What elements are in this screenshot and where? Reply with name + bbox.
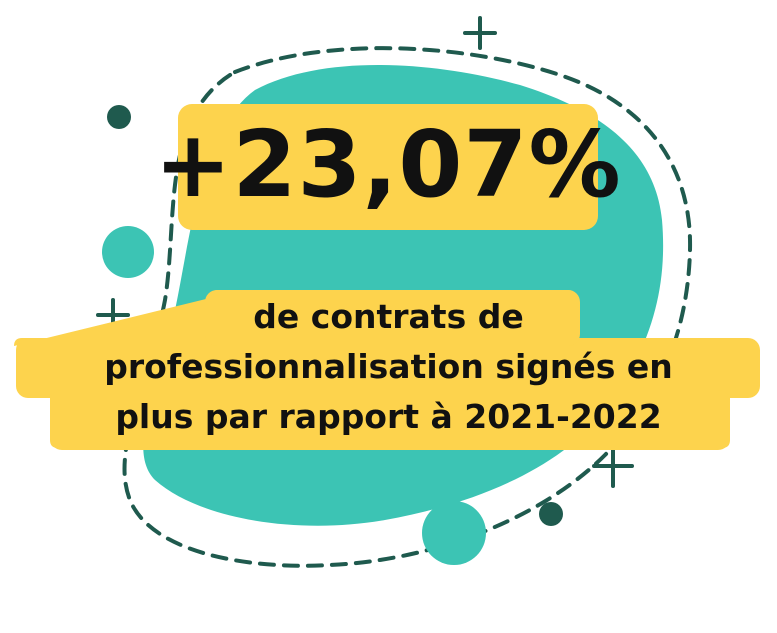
dot-teal-left xyxy=(102,226,154,278)
plus-icon-top xyxy=(463,16,497,50)
plus-icon-bottom-right xyxy=(592,446,634,488)
statistic-value: +23,07% xyxy=(154,111,622,218)
dot-dark-top-left xyxy=(107,105,131,129)
dot-dark-bottom-right xyxy=(539,502,563,526)
dot-teal-bottom xyxy=(422,501,486,565)
caption-highlight-line1 xyxy=(205,290,580,346)
caption-highlight-line3 xyxy=(50,390,730,450)
caption-line-3: plus par rapport à 2021-2022 xyxy=(115,397,662,436)
statistic-highlight: +23,07% xyxy=(154,104,621,230)
caption-line-1: de contrats de xyxy=(253,297,524,336)
caption-line-2: professionnalisation signés en xyxy=(104,347,673,386)
caption-highlight-line2 xyxy=(16,338,760,398)
